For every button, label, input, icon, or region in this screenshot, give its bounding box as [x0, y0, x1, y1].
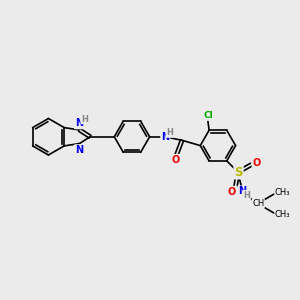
Text: CH: CH	[252, 199, 264, 208]
Text: N: N	[238, 186, 246, 196]
Text: H: H	[243, 190, 250, 200]
Text: CH₃: CH₃	[275, 188, 290, 197]
Text: N: N	[161, 132, 169, 142]
Text: N: N	[75, 145, 83, 155]
Text: CH₃: CH₃	[275, 210, 290, 219]
Text: Cl: Cl	[204, 111, 214, 120]
Text: O: O	[228, 187, 236, 196]
Text: H: H	[81, 115, 88, 124]
Text: S: S	[234, 166, 243, 178]
Text: O: O	[252, 158, 261, 168]
Text: H: H	[166, 128, 173, 137]
Text: N: N	[75, 118, 83, 128]
Text: O: O	[171, 155, 180, 165]
